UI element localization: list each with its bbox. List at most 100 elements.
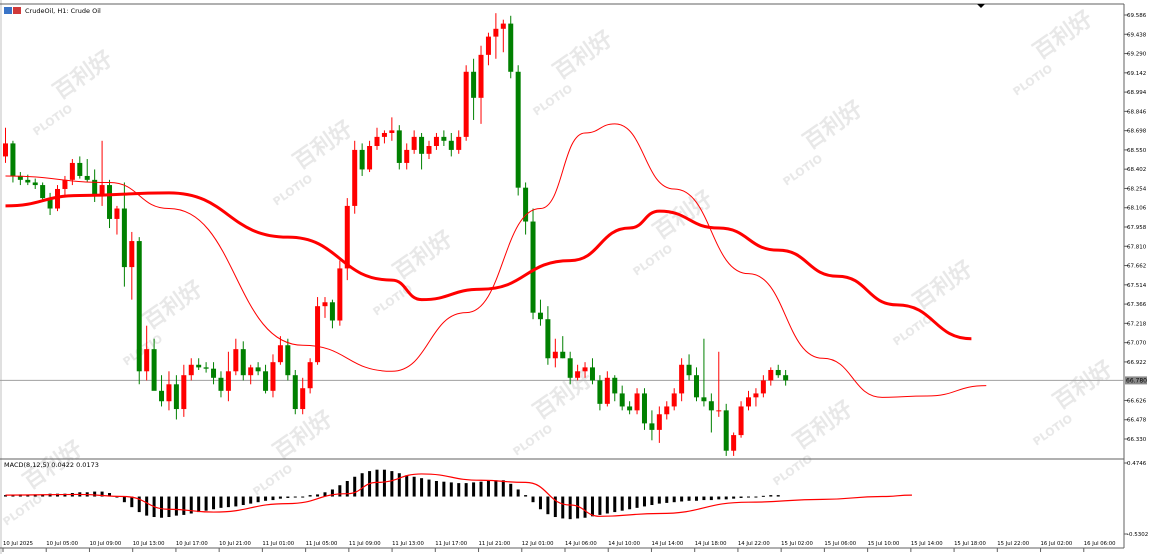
macd-bar: [694, 496, 698, 501]
candle: [433, 132, 439, 150]
price-axis: 69.586 69.438 69.290 69.142 68.994 68.846 68.6…: [1124, 13, 1147, 443]
candle: [634, 388, 640, 415]
macd-bar: [345, 480, 349, 497]
macd-bar: [271, 496, 275, 501]
candle: [315, 297, 321, 365]
price-tick-label: 69.290: [1127, 52, 1147, 58]
candle: [671, 388, 677, 411]
macd-bar: [316, 494, 320, 497]
time-tick-label: 11 Jul 05:00: [306, 541, 338, 547]
candle: [448, 132, 454, 157]
candle: [218, 371, 224, 398]
candle: [537, 299, 543, 326]
time-tick-label: 10 Jul 05:00: [46, 541, 78, 547]
candle: [225, 351, 231, 402]
candle: [723, 403, 729, 456]
candle: [753, 388, 759, 407]
macd-bar: [63, 493, 67, 497]
macd-bar: [397, 473, 401, 497]
price-tick-label: 66.922: [1127, 360, 1146, 366]
macd-bar: [204, 496, 208, 511]
macd-bar: [41, 494, 45, 497]
macd-bar: [769, 495, 773, 497]
macd-bar: [576, 496, 580, 519]
time-tick-label: 15 Jul 06:00: [824, 541, 856, 547]
candle: [62, 175, 68, 196]
macd-bar: [516, 489, 520, 497]
macd-bar: [197, 496, 201, 513]
macd-bar: [427, 479, 431, 497]
candle: [263, 364, 269, 394]
macd-bar: [100, 491, 104, 497]
candle: [760, 375, 766, 398]
candle: [77, 156, 83, 179]
price-tick-label: 68.846: [1127, 109, 1147, 115]
macd-bar: [590, 496, 594, 517]
candle: [121, 182, 127, 287]
price-tick-label: 67.070: [1127, 341, 1147, 347]
macd-bar: [226, 496, 230, 508]
macd-bar: [219, 496, 223, 508]
candle: [589, 358, 595, 385]
macd-bar: [137, 496, 141, 513]
candle: [716, 351, 722, 417]
macd-bar: [642, 496, 646, 507]
candle: [173, 375, 179, 420]
macd-bar: [286, 496, 290, 498]
candle: [129, 231, 135, 300]
macd-bar: [605, 496, 609, 514]
macd-bar: [672, 496, 676, 503]
time-tick-label: 10 Jul 21:00: [219, 541, 251, 547]
macd-bar: [375, 469, 379, 497]
candle: [775, 364, 781, 378]
macd-bar: [11, 495, 15, 497]
macd-bar: [724, 496, 728, 500]
macd-bar: [108, 493, 112, 497]
macd-bar: [531, 496, 535, 503]
one-click-trading-triangle[interactable]: [977, 4, 985, 8]
moving-average-slow-line: [5, 191, 972, 341]
time-tick-label: 10 Jul 2025: [3, 541, 33, 547]
macd-bar: [568, 496, 572, 520]
chart-title: CrudeOil, H1: Crude Oil: [25, 7, 101, 15]
candle: [463, 65, 469, 141]
candle: [701, 338, 707, 407]
candle: [159, 375, 165, 407]
macd-bar: [776, 495, 780, 497]
macd-bar: [174, 496, 178, 516]
candle: [337, 260, 343, 326]
current-price-label: 66.780: [1125, 376, 1147, 385]
price-tick-label: 67.514: [1127, 283, 1147, 289]
candle: [374, 127, 380, 150]
macd-bar: [212, 496, 216, 510]
macd-bar: [538, 496, 542, 510]
macd-bar: [635, 496, 639, 508]
price-tick-label: 66.626: [1127, 398, 1147, 404]
candle: [426, 140, 432, 160]
chart-type-icon[interactable]: [4, 7, 21, 14]
candle: [188, 358, 194, 381]
price-tick-label: 68.106: [1127, 206, 1147, 212]
macd-bar: [472, 482, 476, 497]
macd-bar: [613, 496, 617, 513]
price-tick-label: 68.402: [1127, 167, 1146, 173]
time-tick-label: 11 Jul 21:00: [479, 541, 511, 547]
macd-bar: [256, 496, 260, 503]
macd-bar: [420, 478, 424, 497]
time-tick-label: 16 Jul 06:00: [1084, 541, 1116, 547]
candle: [32, 178, 38, 189]
price-tick-label: 66.478: [1127, 418, 1147, 424]
macd-bar: [457, 483, 461, 497]
candle: [248, 364, 254, 385]
candle: [389, 117, 395, 141]
macd-bar: [620, 496, 624, 511]
candle: [144, 325, 150, 381]
moving-average-fast-line: [5, 123, 987, 398]
macd-bar: [702, 496, 706, 501]
macd-bar: [115, 496, 119, 498]
macd-bar: [553, 496, 557, 518]
time-tick-label: 10 Jul 09:00: [89, 541, 121, 547]
price-tick-label: 66.330: [1127, 437, 1147, 443]
candle: [307, 358, 313, 394]
time-tick-label: 10 Jul 17:00: [176, 541, 208, 547]
